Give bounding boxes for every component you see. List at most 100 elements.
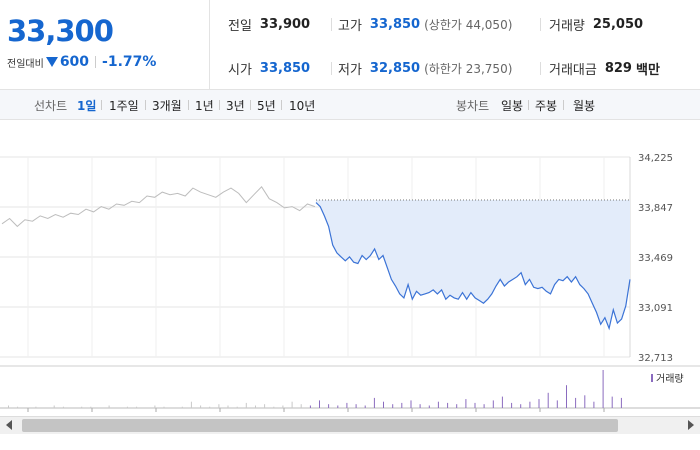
volume-bar — [35, 406, 37, 408]
volume-bar — [200, 405, 202, 408]
price-chart-svg[interactable]: 34,225 33,847 33,469 33,091 32,713 거래량 — [0, 120, 700, 416]
volume-bar — [319, 400, 320, 408]
change-divider — [95, 56, 97, 68]
stat-value: 33,850 — [259, 61, 311, 76]
stat-open: 시가 33,850 — [228, 59, 310, 78]
stat-volume: 거래량 25,050 — [549, 15, 643, 34]
volume-bar — [62, 406, 64, 408]
change-rate: -1.77% — [102, 54, 157, 70]
today-fill-area — [316, 200, 630, 329]
volume-bar — [547, 392, 549, 408]
volume-bar — [373, 397, 375, 408]
volume-bar — [81, 406, 83, 408]
scroll-thumb[interactable] — [22, 419, 618, 432]
volume-bar — [190, 401, 192, 408]
price-chart[interactable]: 34,225 33,847 33,469 33,091 32,713 거래량 — [0, 120, 700, 416]
volume-bar — [501, 396, 503, 408]
volume-bar — [392, 404, 394, 408]
volume-bar — [355, 404, 357, 408]
change-label: 전일대비 — [7, 58, 44, 70]
tab-divider — [563, 100, 564, 110]
stat-label: 고가 — [338, 19, 362, 34]
volume-bar — [163, 406, 165, 408]
volume-bar — [419, 404, 421, 408]
stat-limit: (상한가 44,050) — [424, 18, 513, 32]
volume-bar — [602, 370, 604, 408]
volume-bar — [492, 400, 494, 408]
stat-label: 거래량 — [549, 19, 585, 34]
tab-daily-candle[interactable]: 일봉 — [501, 99, 524, 113]
volume-bar — [465, 399, 467, 408]
tab-monthly-candle[interactable]: 월봉 — [573, 99, 596, 113]
stat-unit: 백만 — [635, 63, 660, 78]
tab-1-day[interactable]: 1일 — [77, 99, 97, 113]
volume-bar — [245, 402, 247, 408]
tab-1-year[interactable]: 1년 — [195, 99, 214, 113]
volume-bar — [611, 396, 613, 408]
volume-bar — [154, 405, 156, 408]
volume-bar — [529, 401, 531, 408]
tab-3-months[interactable]: 3개월 — [152, 99, 182, 113]
volume-bar — [8, 405, 9, 408]
volume-bar — [282, 405, 284, 408]
tab-weekly-candle[interactable]: 주봉 — [535, 99, 558, 113]
divider — [331, 18, 332, 31]
scroll-right-arrow-icon[interactable] — [688, 420, 694, 430]
y-tick-label: 33,469 — [638, 253, 673, 264]
volume-bar — [309, 405, 311, 408]
volume-bar — [227, 405, 229, 408]
volume-bar — [556, 400, 558, 408]
volume-bar — [401, 402, 403, 408]
stat-high: 고가 33,850 (상한가 44,050) — [338, 15, 512, 34]
stat-value: 829 — [604, 61, 632, 76]
stat-label: 저가 — [338, 63, 362, 78]
volume-bar — [90, 406, 92, 408]
tab-divider — [281, 100, 282, 110]
volume-bar — [520, 404, 522, 408]
down-triangle-icon — [45, 57, 58, 67]
y-tick-label: 33,091 — [638, 303, 673, 314]
stat-label: 전일 — [228, 19, 252, 34]
volume-bar — [483, 404, 485, 408]
tab-5-years[interactable]: 5년 — [257, 99, 276, 113]
tab-divider — [528, 100, 529, 110]
volume-bar — [456, 404, 458, 408]
quote-summary: 33,300 전일대비 600 -1.77% 전일 33,900 고가 33,8… — [0, 0, 700, 90]
tab-10-years[interactable]: 10년 — [289, 99, 316, 113]
volume-bar — [383, 401, 384, 408]
volume-bar — [474, 402, 476, 408]
volume-bar — [126, 406, 128, 408]
volume-bar — [575, 397, 577, 408]
stat-label: 시가 — [228, 63, 252, 78]
y-tick-label: 33,847 — [638, 203, 673, 214]
tab-divider — [145, 100, 146, 110]
stat-prev-close: 전일 33,900 — [228, 15, 310, 34]
volume-bar — [566, 385, 567, 408]
scroll-left-arrow-icon[interactable] — [6, 420, 12, 430]
volume-bar — [410, 400, 412, 408]
stat-low: 저가 32,850 (하한가 23,750) — [338, 59, 512, 78]
volume-bar — [584, 395, 586, 408]
chart-scrollbar[interactable] — [0, 416, 700, 434]
candle-chart-title: 봉차트 — [456, 99, 490, 113]
volume-bar — [17, 406, 19, 408]
tab-1-week[interactable]: 1주일 — [109, 99, 139, 113]
volume-legend-swatch — [651, 374, 653, 382]
volume-bar — [218, 404, 220, 408]
volume-bar — [136, 406, 138, 408]
current-price: 33,300 — [7, 14, 114, 48]
stat-trade-value: 거래대금 829 백만 — [549, 59, 660, 78]
y-tick-label: 32,713 — [638, 353, 673, 364]
volume-bar — [447, 402, 449, 408]
volume-bar — [53, 405, 55, 408]
volume-bar — [181, 406, 183, 408]
tab-divider — [219, 100, 220, 110]
chart-range-tabs: 선차트 1일 1주일 3개월 1년 3년 5년 10년 봉차트 일봉 주봉 월봉 — [0, 90, 700, 120]
tab-divider — [250, 100, 251, 110]
change-amount: 600 — [59, 54, 90, 70]
volume-bar — [108, 405, 110, 408]
price-box: 33,300 전일대비 600 -1.77% — [0, 0, 210, 90]
today-price-line — [315, 202, 631, 331]
volume-bar — [209, 406, 211, 408]
tab-3-years[interactable]: 3년 — [226, 99, 245, 113]
